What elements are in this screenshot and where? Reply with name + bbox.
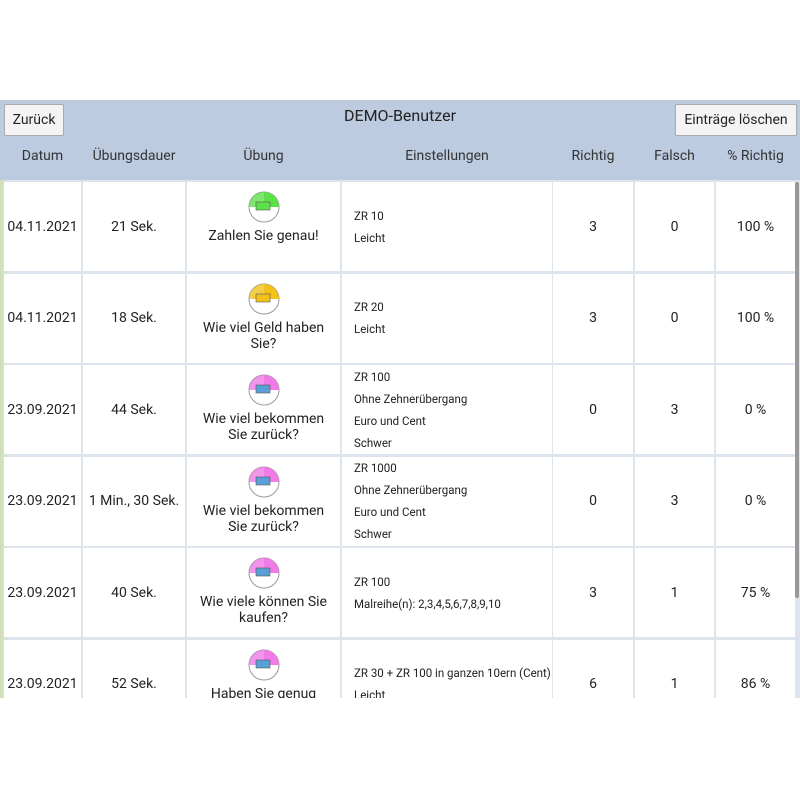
exercise-name: Wie viele können Sie kaufen? [200,594,327,626]
table-cell: 100 % [716,273,795,363]
exercise-icon [248,466,279,497]
setting-line: Euro und Cent [354,505,426,519]
table-cell: 1 Min., 30 Sek. [83,456,185,546]
setting-line: Schwer [354,527,392,541]
table-cell: 44 Sek. [83,365,185,454]
column-header: Datum [21,148,64,164]
exercise-icon [248,557,279,589]
table-cell: 1 [635,639,714,698]
table-cell: 3 [553,548,633,637]
setting-line: Leicht [354,322,386,336]
exercise-cell: Wie viele können Sie kaufen? [187,548,340,637]
exercise-cell: Zahlen Sie genau! [187,182,340,271]
settings-cell: ZR 1000 Ohne Zehnerübergang Euro und Cent S… [342,456,552,546]
table-cell: 100 % [716,182,795,271]
column-header: Richtig [571,148,615,164]
column-header: Einstellungen [405,148,489,164]
table-cell: 3 [635,456,714,546]
table-cell: 0 % [716,456,795,546]
table-cell: 0 [553,365,633,454]
setting-line: Euro und Cent [354,413,426,428]
title: DEMO-Benutzer [343,106,457,125]
table-cell: 21 Sek. [83,182,185,271]
exercise-name: Haben Sie genug Geld? [210,685,317,699]
table-cell: 0 [635,273,714,363]
table-cell: 04.11.2021 [4,273,81,363]
table-cell: 52 Sek. [83,639,185,698]
column-header: Übung [243,148,284,164]
column-header: % Richtig [727,148,784,164]
exercise-cell: Haben Sie genug Geld? [187,639,340,699]
table-cell: 6 [553,639,633,698]
table-cell: 0 [635,182,714,271]
table-cell: 1 [635,548,714,637]
table-cell: 3 [635,365,714,454]
settings-cell: ZR 100 Ohne Zehnerübergang Euro und Cent Sc… [342,365,552,454]
settings-cell: ZR 30 + ZR 100 in ganzen 10ern (Cent) Lei… [342,639,552,698]
setting-line: ZR 100 [354,369,391,384]
table-cell: 3 [553,182,633,271]
delete-button[interactable]: Einträge löschen [675,104,797,136]
setting-line: Malreihe(n): 2,3,4,5,6,7,8,9,10 [354,596,501,611]
column-header: Übungsdauer [92,148,176,164]
setting-line: ZR 100 [354,574,391,589]
table-cell: 75 % [716,548,795,637]
setting-line: ZR 1000 [354,461,397,475]
setting-line: ZR 10 [354,208,384,223]
exercise-cell: Wie viel bekommen Sie zurück? [187,365,340,454]
exercise-icon [248,191,279,223]
table-cell: 04.11.2021 [4,182,81,271]
exercise-icon [248,374,279,406]
table-cell: 23.09.2021 [4,456,81,546]
table-cell: 0 [553,456,633,546]
setting-line: ZR 30 + ZR 100 in ganzen 10ern (Cent) [354,666,551,680]
table-cell: 23.09.2021 [4,639,81,698]
column-header: Falsch [654,148,695,164]
exercise-name: Wie viel bekommen Sie zurück? [202,502,325,535]
setting-line: Ohne Zehnerübergang [354,483,468,497]
exercise-name: Zahlen Sie genau! [208,228,319,244]
setting-line: Leicht [354,688,386,698]
setting-line: Schwer [354,435,392,450]
setting-line: Ohne Zehnerübergang [354,391,468,406]
exercise-icon [248,649,279,680]
table-cell: 23.09.2021 [4,548,81,637]
exercise-icon [248,283,279,314]
scrollbar[interactable] [795,182,799,598]
exercise-name: Wie viel Geld haben Sie? [202,319,325,352]
exercise-cell: Wie viel bekommen Sie zurück? [187,456,340,546]
table-body: 04.11.2021 21 Sek. Zahlen Sie genau! ZR 10 L… [0,182,795,698]
settings-cell: ZR 10 Leicht [342,182,552,271]
table-cell: 23.09.2021 [4,365,81,454]
app: Zurück DEMO-Benutzer Einträge löschen Da… [0,100,800,698]
settings-cell: ZR 20 Leicht [342,273,552,363]
exercise-name: Wie viel bekommen Sie zurück? [202,411,325,443]
table-cell: 3 [553,273,633,363]
exercise-cell: Wie viel Geld haben Sie? [187,273,340,363]
setting-line: ZR 20 [354,300,384,314]
header-bar: Zurück DEMO-Benutzer Einträge löschen Da… [0,100,800,180]
setting-line: Leicht [354,230,386,245]
table-cell: 0 % [716,365,795,454]
table-cell: 40 Sek. [83,548,185,637]
back-button[interactable]: Zurück [4,104,64,136]
settings-cell: ZR 100 Malreihe(n): 2,3,4,5,6,7,8,9,10 [342,548,552,637]
table-cell: 86 % [716,639,795,698]
table-cell: 18 Sek. [83,273,185,363]
